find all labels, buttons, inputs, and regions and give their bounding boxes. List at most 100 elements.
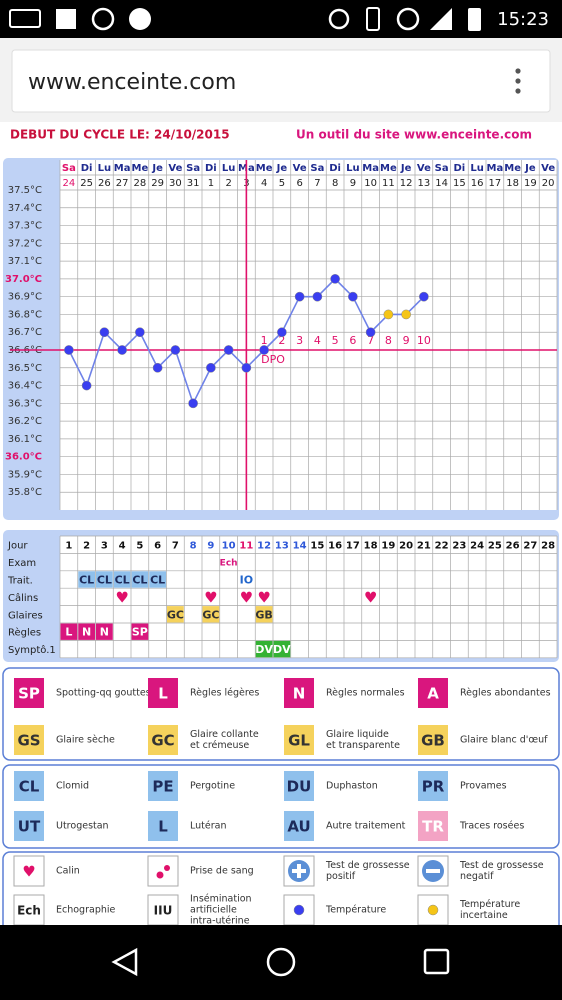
cell-badge	[60, 623, 78, 640]
day-label: 2	[225, 178, 231, 189]
day-number: 12	[257, 541, 271, 552]
cell-text: N	[82, 626, 91, 639]
weekday-label: Lu	[470, 163, 484, 174]
day-number: 18	[364, 541, 378, 552]
legend-label: Autre traitement	[326, 821, 406, 832]
legend-badge	[148, 811, 178, 841]
facebook-icon	[56, 9, 76, 29]
legend-section	[2, 764, 560, 849]
legend-label: intra-utérine	[190, 916, 250, 927]
row-label: Exam	[8, 558, 36, 569]
cell-text: ♥	[364, 588, 377, 606]
legend-section	[2, 667, 560, 761]
url-bar[interactable]	[11, 49, 551, 113]
day-number: 28	[541, 541, 555, 552]
legend-badge	[284, 771, 314, 801]
legend-code: PR	[422, 778, 445, 796]
signal-icon	[430, 8, 452, 30]
cell-text: DV	[273, 643, 291, 656]
row-label: Trait.	[7, 576, 33, 587]
legend-label: Pergotine	[190, 781, 235, 792]
cell-badge	[96, 571, 113, 588]
legend-label: Traces rosées	[459, 821, 524, 832]
legend-label: incertaine	[460, 910, 508, 921]
weekday-label: Lu	[222, 163, 236, 174]
cell-text: ♥	[257, 588, 270, 606]
weekday-label: Ve	[541, 163, 555, 174]
legend-label: Lutéran	[190, 821, 226, 832]
cell-badge	[149, 571, 166, 588]
cycle-start: DEBUT DU CYCLE LE: 24/10/2015	[10, 128, 230, 142]
battery-icon	[468, 8, 481, 31]
legend-badge	[14, 678, 44, 708]
day-label: 10	[364, 178, 377, 189]
legend-label: Echographie	[56, 905, 116, 916]
legend-label: Règles légères	[190, 688, 259, 699]
legend-code: Ech	[17, 904, 41, 918]
day-number: 16	[328, 541, 342, 552]
legend-label: et crémeuse	[190, 740, 249, 751]
cell-text: SP	[132, 626, 148, 639]
legend-label: Test de grossesse	[325, 860, 410, 871]
weekday-label: Di	[329, 163, 341, 174]
day-number: 26	[506, 541, 520, 552]
y-tick-label: 36.3°C	[8, 398, 42, 409]
legend-dot	[293, 904, 305, 916]
y-tick-label: 35.9°C	[8, 469, 42, 480]
recents-button[interactable]	[423, 948, 450, 975]
alarm-icon	[91, 7, 115, 31]
legend-label: Glaire blanc d'œuf	[460, 735, 548, 746]
day-label: 25	[80, 178, 93, 189]
cell-text: ♥	[240, 588, 253, 606]
weekday-label: Me	[132, 163, 149, 174]
legend-code: SP	[18, 685, 40, 703]
legend-badge	[14, 811, 44, 841]
legend-badge	[418, 678, 448, 708]
y-tick-label: 36.2°C	[8, 416, 42, 427]
day-number: 21	[417, 541, 431, 552]
y-tick-label: 36.5°C	[8, 363, 42, 374]
row-label: Règles	[8, 627, 41, 639]
cell-badge	[78, 623, 95, 640]
legend-badge	[14, 725, 44, 755]
legend-label: positif	[326, 871, 356, 882]
row-label: Câlins	[8, 592, 38, 604]
legend-code: GC	[151, 732, 174, 750]
legend-code: IIU	[154, 904, 173, 918]
temperature-point	[64, 345, 74, 355]
legend-label: Glaire collante	[190, 729, 259, 740]
hotspot-icon	[328, 8, 350, 30]
temperature-point	[170, 345, 181, 355]
weekday-label: Di	[454, 163, 466, 174]
day-label: 24	[63, 178, 76, 189]
day-number: 17	[346, 541, 360, 552]
cell-text: DV	[255, 643, 273, 656]
legend-badge	[148, 771, 178, 801]
legend-test-bar	[297, 864, 301, 878]
dpo-label: 7	[367, 334, 374, 347]
dpo-label: 1	[261, 334, 268, 347]
dpo-caption: DPO	[261, 353, 285, 366]
legend-code: DU	[287, 778, 312, 796]
day-label: 1	[208, 178, 214, 189]
legend-badge	[284, 678, 314, 708]
home-button[interactable]	[266, 947, 296, 977]
day-label: 30	[169, 178, 182, 189]
legend-badge	[13, 894, 45, 926]
legend-badge	[14, 771, 44, 801]
y-tick-label: 35.8°C	[8, 487, 42, 498]
weekday-label: Sa	[186, 163, 200, 174]
weekday-label: Ve	[293, 163, 307, 174]
back-button[interactable]	[111, 947, 138, 977]
legend-label: Provames	[460, 781, 507, 792]
weekday-label: Lu	[346, 163, 360, 174]
day-label: 5	[279, 178, 285, 189]
y-tick-label: 36.7°C	[8, 327, 42, 338]
day-number: 6	[154, 541, 161, 552]
url[interactable]: www.enceinte.com	[28, 70, 236, 95]
menu-button[interactable]	[515, 68, 521, 94]
weekday-label: Je	[400, 163, 412, 174]
day-label: 14	[435, 178, 448, 189]
site-credit: Un outil du site www.enceinte.com	[296, 128, 532, 142]
